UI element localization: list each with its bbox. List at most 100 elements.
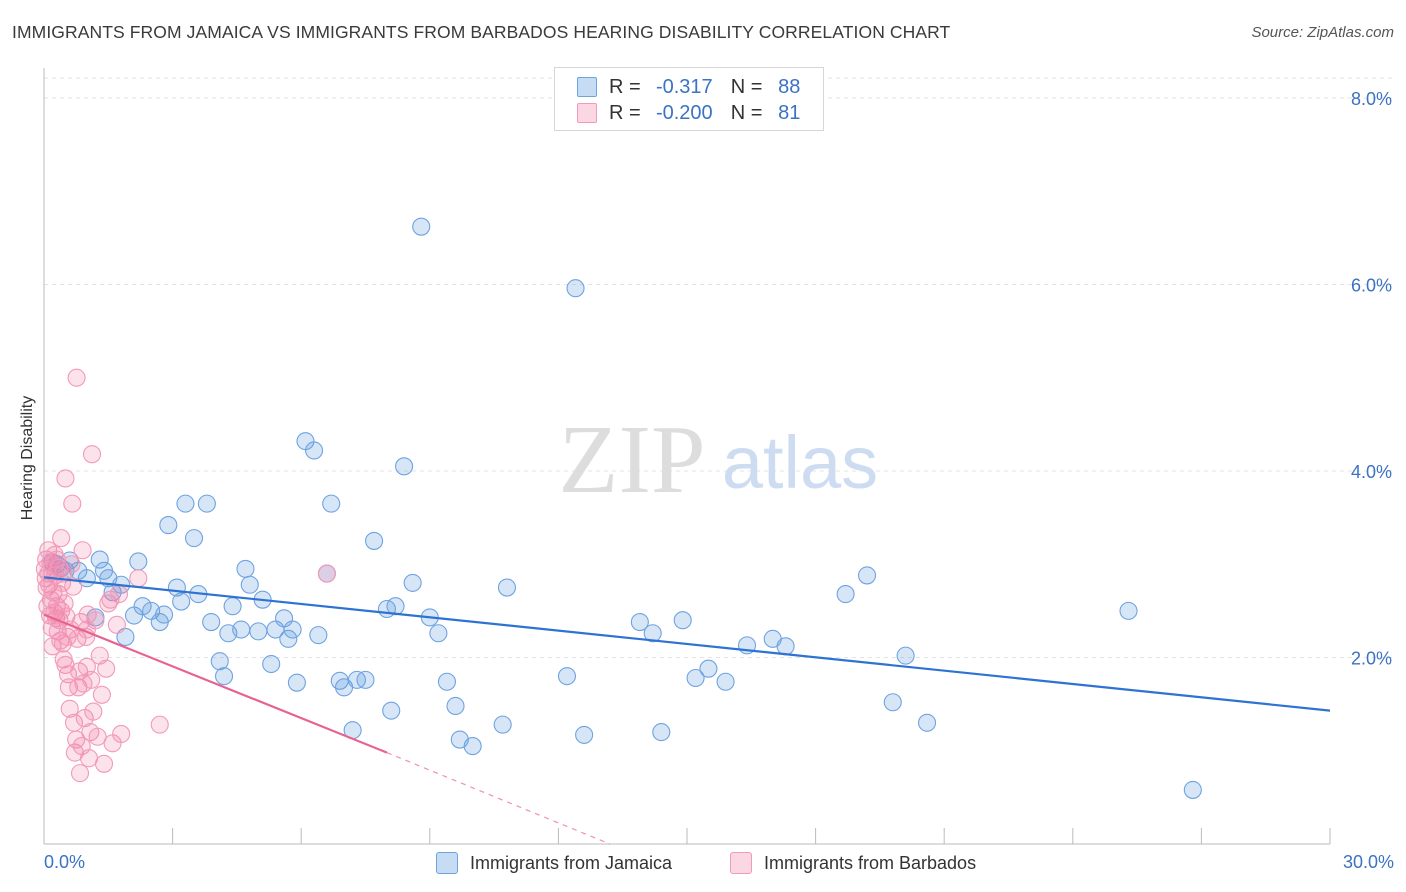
chart-title: IMMIGRANTS FROM JAMAICA VS IMMIGRANTS FR… (12, 22, 951, 42)
legend-row-jamaica: R = -0.317 N = 88 (577, 75, 800, 99)
jamaica-point (557, 667, 577, 686)
legend-r-key: R = (609, 75, 641, 98)
jamaica-point (883, 693, 902, 712)
jamaica-point (896, 646, 915, 665)
jamaica-point (287, 673, 306, 692)
y-tick-labels: 2.0% 4.0% 6.0% 8.0% (1351, 89, 1392, 669)
barbados-point (60, 699, 79, 718)
barbados-point (112, 724, 131, 744)
y-tick-label: 8.0% (1351, 89, 1392, 109)
barbados-point (64, 577, 83, 596)
jamaica-point (446, 696, 465, 716)
jamaica-point (776, 637, 795, 656)
barbados-point (109, 585, 129, 604)
jamaica-point (1119, 601, 1138, 620)
y-tick-label: 4.0% (1351, 462, 1392, 482)
jamaica-point (566, 279, 585, 298)
jamaica-point (686, 668, 705, 688)
jamaica-point (365, 531, 384, 550)
jamaica-point (159, 516, 178, 535)
legend-r-value-jamaica: -0.317 (655, 75, 713, 98)
bottom-legend-label-jamaica: Immigrants from Jamaica (470, 852, 673, 873)
source-label: Source: ZipAtlas.com (1251, 24, 1394, 41)
jamaica-point (575, 725, 594, 744)
jamaica-point (249, 622, 268, 641)
legend-n-value-barbados: 81 (778, 101, 801, 124)
barbados-point (70, 764, 90, 783)
jamaica-point (197, 494, 216, 513)
y-tick-label: 6.0% (1351, 275, 1392, 295)
bottom-legend-swatch-barbados (730, 852, 752, 874)
barbados-point (97, 659, 116, 678)
legend-swatch-jamaica (577, 77, 597, 97)
legend-box: R = -0.317 N = 88 R = -0.200 N = 81 (554, 67, 824, 131)
barbados-point (317, 564, 336, 583)
barbados-point (73, 541, 92, 560)
legend-r-key: R = (609, 101, 641, 124)
barbados-point (63, 494, 82, 513)
jamaica-point (322, 494, 341, 513)
barbados-point (101, 590, 120, 609)
jamaica-point (133, 597, 152, 616)
jamaica-point (154, 605, 174, 624)
jamaica-point (356, 670, 375, 689)
watermark-zip: ZIP (559, 406, 706, 514)
x-tick-label-min: 0.0% (44, 852, 86, 872)
barbados-point (79, 749, 99, 768)
jamaica-point (699, 659, 718, 678)
jamaica-point (493, 715, 512, 734)
jamaica-point (918, 713, 937, 732)
jamaica-point (214, 667, 234, 686)
jamaica-point (279, 629, 298, 648)
barbados-point (88, 727, 107, 746)
legend-n-value-jamaica: 88 (778, 75, 801, 98)
trend-layer (43, 576, 1331, 845)
legend-n-key: N = (730, 75, 763, 98)
barbados-point (59, 678, 78, 697)
jamaica-point (643, 624, 662, 643)
axis-layer (43, 68, 1331, 845)
barbados-point (67, 368, 86, 387)
bottom-legend-jamaica: Immigrants from Jamaica (436, 852, 672, 874)
jamaica-point (382, 701, 401, 720)
bottom-legend-swatch-jamaica (436, 852, 458, 874)
barbados-point (82, 670, 101, 689)
jamaica-point (202, 613, 221, 632)
barbados-point (56, 469, 75, 488)
barbados-point (65, 743, 84, 762)
watermark-atlas: atlas (722, 421, 878, 504)
jamaica-point (497, 578, 517, 597)
x-tick-label-max: 30.0% (1342, 852, 1394, 872)
bottom-legend-label-barbados: Immigrants from Barbados (764, 852, 977, 873)
barbados-point (62, 555, 81, 574)
y-tick-label: 2.0% (1351, 648, 1392, 668)
legend-r-value-barbados: -0.200 (655, 101, 713, 124)
jamaica-point (673, 611, 692, 630)
jamaica-point (210, 652, 229, 671)
jamaica-point (652, 723, 671, 742)
barbados-point (82, 445, 102, 464)
jamaica-point (836, 585, 855, 604)
bottom-legend: Immigrants from Jamaica Immigrants from … (0, 852, 1406, 876)
jamaica-point (184, 529, 204, 548)
jamaica-point (403, 573, 422, 592)
jamaica-point (283, 620, 302, 639)
barbados-point (52, 529, 71, 548)
barbados-point (92, 685, 111, 704)
jamaica-point (857, 566, 877, 585)
jamaica-point (309, 626, 328, 645)
jamaica-point (630, 613, 649, 632)
jamaica-point (412, 217, 431, 236)
jamaica-point (223, 597, 242, 616)
jamaica-point (437, 672, 456, 691)
jamaica-point (395, 457, 414, 476)
jamaica-point (232, 620, 251, 639)
bottom-legend-barbados: Immigrants from Barbados (730, 852, 976, 874)
jamaica-point (262, 654, 281, 674)
trend-line-jamaica (43, 576, 1331, 712)
barbados-point (55, 594, 74, 613)
barbados-point (150, 715, 169, 734)
jamaica-point (463, 737, 482, 756)
watermark: ZIP atlas (559, 406, 879, 514)
points-layer (35, 217, 1202, 799)
